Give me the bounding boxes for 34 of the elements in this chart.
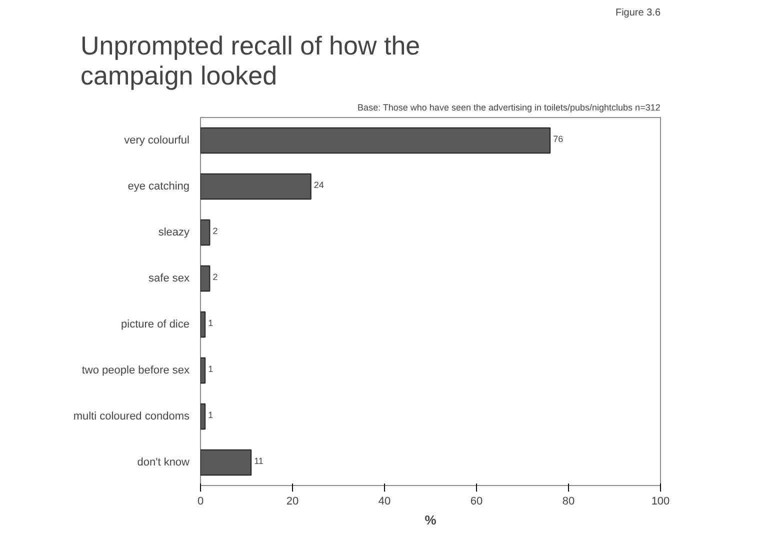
y-tick-label: don't know <box>137 456 190 468</box>
bar <box>200 173 312 200</box>
data-label: 76 <box>553 134 564 144</box>
data-label: 2 <box>212 272 218 282</box>
x-tick-label: 60 <box>470 496 483 508</box>
y-tick-label: very colourful <box>124 134 190 146</box>
bar <box>200 265 210 292</box>
x-tick-label: 20 <box>286 496 299 508</box>
y-tick-label: safe sex <box>148 272 190 284</box>
chart-title: Unprompted recall of how the campaign looked <box>80 30 420 90</box>
data-label: 11 <box>254 456 264 466</box>
bar <box>200 127 551 154</box>
data-label: 24 <box>314 180 324 190</box>
y-tick-label: eye catching <box>128 180 190 192</box>
chart-subtitle: Base: Those who have seen the advertising in toilets/pubs/nightclubs n=312 <box>358 102 660 112</box>
bar <box>200 403 206 430</box>
x-tick-label: 100 <box>651 496 670 508</box>
x-tick-label: 80 <box>562 496 575 508</box>
x-tick-label: 0 <box>197 496 204 508</box>
data-label: 1 <box>208 364 214 374</box>
data-label: 2 <box>212 226 218 236</box>
y-tick-label: picture of dice <box>121 318 190 330</box>
x-tick-label: 40 <box>378 496 391 508</box>
y-tick-label: sleazy <box>158 226 190 238</box>
y-tick-label: multi coloured condoms <box>73 410 190 422</box>
y-tick-label: two people before sex <box>82 364 190 376</box>
bar <box>200 219 210 246</box>
bar <box>200 311 206 338</box>
caption: Figure 3.6 <box>615 8 661 18</box>
data-label: 1 <box>208 410 214 420</box>
x-axis-title: % <box>424 512 437 528</box>
bar <box>200 357 206 384</box>
bar <box>200 449 252 476</box>
data-label: 1 <box>208 318 214 328</box>
